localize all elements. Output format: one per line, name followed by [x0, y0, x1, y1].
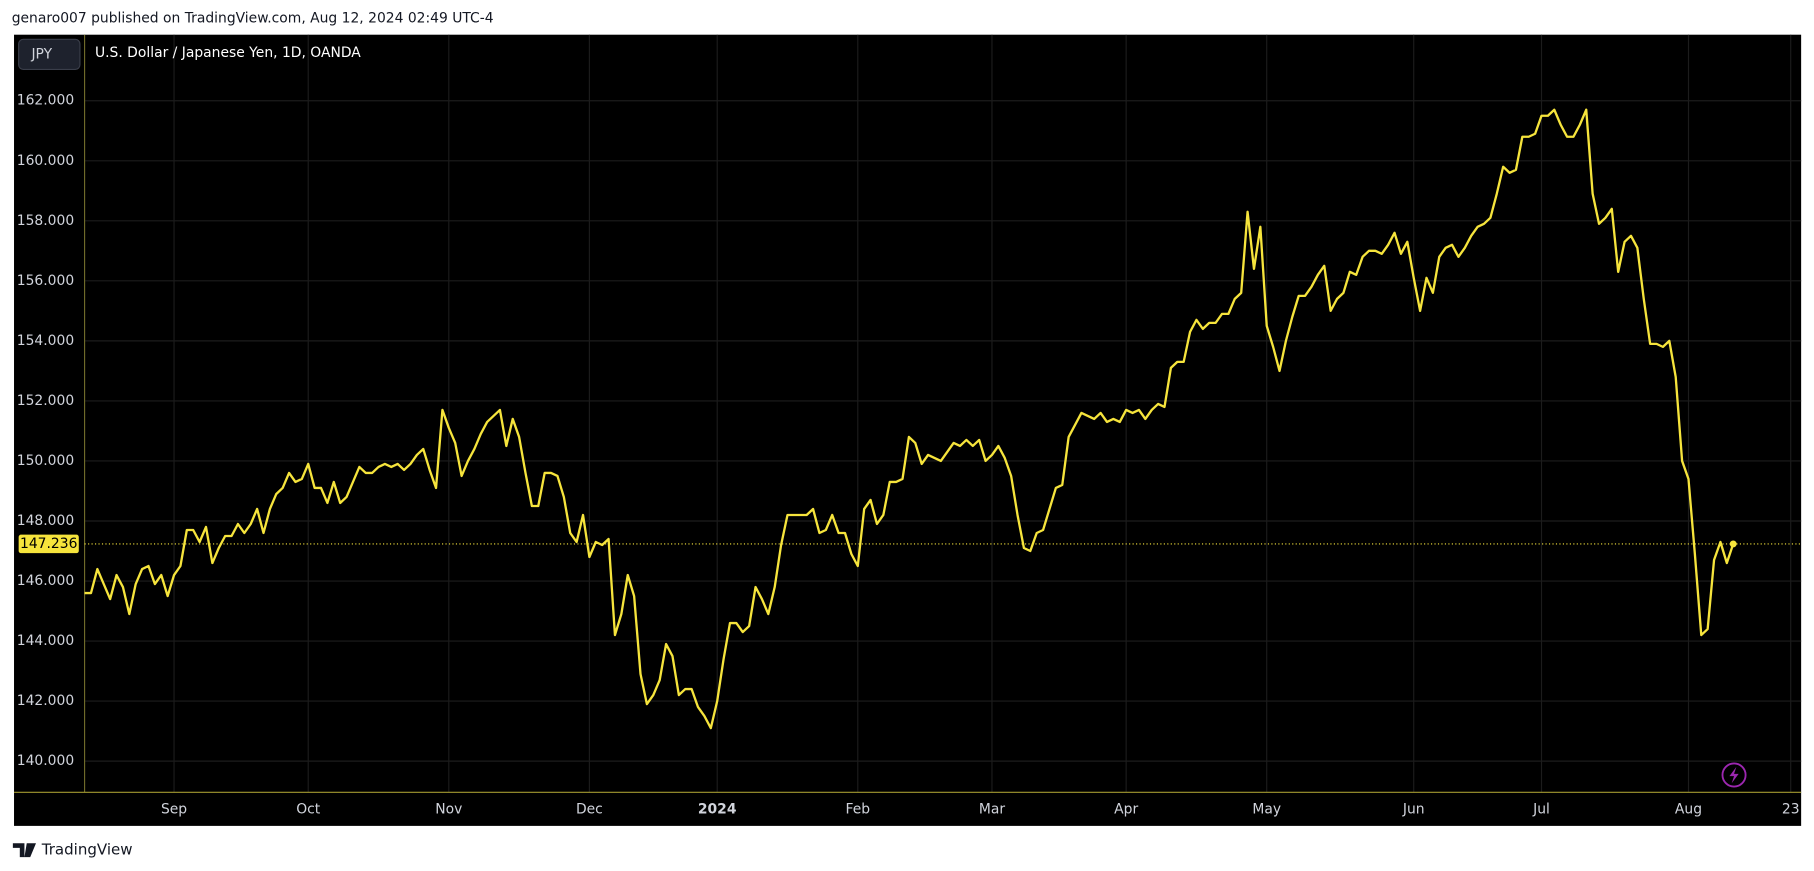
x-tick-label: Sep [161, 802, 187, 818]
symbol-button-label[interactable]: JPY [30, 46, 52, 62]
x-tick-label: Jun [1402, 802, 1425, 818]
x-tick-label: May [1252, 802, 1281, 818]
x-tick-label: Feb [845, 802, 870, 818]
y-tick-label: 150.000 [17, 453, 74, 469]
symbol-button[interactable] [18, 38, 81, 70]
last-price-box [18, 534, 79, 554]
y-tick-label: 158.000 [17, 213, 74, 229]
chart-title: U.S. Dollar / Japanese Yen, 1D, OANDA [95, 45, 361, 61]
x-tick-label: Oct [296, 802, 321, 818]
y-tick-label: 152.000 [17, 393, 74, 409]
brand-name[interactable]: TradingView [41, 841, 133, 859]
grid [84, 34, 1802, 793]
y-tick-label: 144.000 [17, 633, 74, 649]
x-tick-label: Dec [576, 802, 603, 818]
x-tick-label: Nov [435, 802, 462, 818]
x-tick-label: Apr [1114, 802, 1138, 818]
y-tick-label: 154.000 [17, 333, 74, 349]
plot [84, 108, 1802, 730]
brand[interactable]: TradingView [12, 841, 133, 859]
chart-panel [14, 34, 1802, 826]
y-tick-label: 142.000 [17, 693, 74, 709]
brand-logo[interactable] [12, 843, 36, 858]
alert-icon[interactable] [1721, 762, 1747, 788]
alert-ring[interactable] [1721, 762, 1747, 788]
y-tick-label: 140.000 [17, 753, 74, 769]
price-line [84, 108, 1735, 730]
x-tick-label: 2024 [698, 802, 737, 818]
y-tick-label: 148.000 [17, 513, 74, 529]
x-tick-label: Mar [979, 802, 1005, 818]
y-tick-label: 156.000 [17, 273, 74, 289]
published-note: genaro007 published on TradingView.com, … [12, 11, 494, 27]
x-tick-label: Jul [1532, 802, 1550, 818]
y-tick-label: 146.000 [17, 573, 74, 589]
last-price-label: 147.236 [20, 536, 77, 552]
x-tick-label: Aug [1675, 802, 1702, 818]
x-tick-label: 23 [1782, 802, 1800, 818]
alert-bolt[interactable] [1729, 766, 1739, 784]
y-tick-label: 162.000 [17, 93, 74, 109]
y-tick-label: 160.000 [17, 153, 74, 169]
